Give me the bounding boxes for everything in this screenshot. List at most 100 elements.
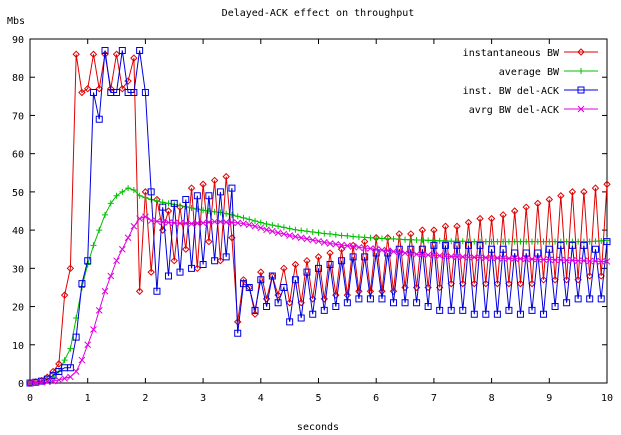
series-2-point	[153, 198, 160, 205]
series-2-point	[280, 224, 287, 231]
series-4-point	[401, 249, 409, 257]
series-3-point	[378, 295, 386, 303]
legend-label: average BW	[499, 67, 560, 78]
series-4-point	[193, 219, 201, 227]
series-1-point	[516, 279, 525, 288]
series-4-point	[72, 368, 80, 375]
legend-label: instantaneous BW	[463, 48, 560, 59]
series-3-point	[182, 196, 190, 204]
series-3-point	[141, 89, 149, 97]
series-2-point	[142, 194, 149, 201]
series-4-point	[78, 356, 86, 364]
x-axis-label: seconds	[297, 422, 339, 433]
series-4-point	[159, 218, 167, 226]
series-1-point	[591, 184, 600, 192]
series-2-point	[528, 238, 535, 245]
series-3-point	[136, 46, 144, 54]
series-4-point	[211, 218, 218, 226]
series-4-point	[540, 256, 547, 263]
series-4-point	[395, 248, 403, 256]
series-3-point	[326, 261, 334, 269]
series-2-point	[557, 238, 564, 245]
x-tick-label: 4	[258, 393, 264, 404]
series-2-point	[211, 208, 218, 215]
series-2-point	[586, 238, 593, 245]
y-tick-label: 0	[18, 379, 24, 390]
series-1-point	[285, 299, 294, 307]
series-4-point	[482, 254, 490, 261]
series-2-point	[102, 211, 109, 218]
series-2-point	[367, 234, 374, 241]
series-4-point	[465, 253, 472, 261]
series-3-point	[257, 276, 265, 284]
series-3-point	[309, 310, 317, 318]
series-3-point	[586, 295, 594, 303]
series-3-point	[355, 295, 363, 303]
series-3-point	[118, 46, 126, 54]
series-4-point	[470, 253, 478, 261]
series-3-point	[84, 257, 92, 265]
series-3-point	[176, 268, 184, 276]
series-2-point	[303, 228, 310, 235]
series-1-point	[510, 207, 519, 215]
series-4-point	[545, 256, 553, 263]
series-4-point	[257, 224, 265, 232]
series-4-point	[430, 251, 438, 259]
series-4-point	[280, 230, 288, 238]
series-4-point	[447, 253, 455, 260]
series-2-point	[125, 185, 132, 192]
series-4-point	[38, 378, 45, 386]
series-2-point	[396, 236, 403, 243]
series-2-point	[315, 229, 322, 236]
series-3-point	[338, 257, 346, 265]
series-2-point	[107, 200, 114, 207]
series-3-point	[280, 283, 288, 291]
series-3-point	[55, 368, 63, 376]
series-1-point	[291, 260, 300, 269]
y-tick-label: 20	[12, 303, 24, 314]
series-3-point	[574, 295, 582, 303]
series-4-point	[286, 232, 294, 239]
x-tick-label: 1	[85, 393, 91, 404]
series-4-point	[384, 247, 392, 255]
series-3-point	[332, 303, 340, 311]
series-3-point	[528, 306, 536, 314]
series-3-point	[424, 303, 432, 311]
series-4-point	[268, 227, 276, 235]
series-2-point	[575, 238, 582, 245]
series-3-point	[361, 253, 369, 261]
y-tick-label: 10	[12, 341, 24, 352]
x-tick-label: 9	[546, 393, 552, 404]
series-3-point	[297, 314, 305, 322]
series-4-point	[292, 233, 299, 240]
series-4-point	[499, 255, 507, 262]
series-2-point	[361, 234, 368, 241]
series-2-point	[407, 236, 414, 243]
series-2-point	[119, 188, 126, 195]
series-2-point	[453, 238, 460, 245]
series-2-point	[546, 238, 553, 245]
series-3-point	[516, 310, 524, 318]
series-2-point	[275, 223, 282, 230]
series-4-point	[372, 245, 380, 253]
series-4-point	[453, 253, 461, 261]
series-1-point	[72, 50, 80, 58]
series-2-line	[29, 187, 608, 384]
series-4-point	[332, 240, 340, 248]
series-4-point	[228, 219, 236, 226]
series-4-point	[551, 256, 559, 264]
series-4-point	[586, 257, 594, 265]
series-2-point	[263, 220, 270, 227]
series-3-point	[591, 245, 599, 253]
series-4-point	[343, 242, 351, 250]
series-4-point	[569, 256, 576, 264]
series-2-point	[130, 186, 137, 193]
series-3-point	[153, 287, 161, 295]
series-3-point	[453, 241, 461, 249]
series-4-point	[413, 250, 420, 258]
series-1-point	[528, 279, 536, 288]
series-2-point	[344, 232, 351, 239]
series-1-point	[418, 226, 427, 234]
x-tick-label: 10	[601, 393, 613, 404]
